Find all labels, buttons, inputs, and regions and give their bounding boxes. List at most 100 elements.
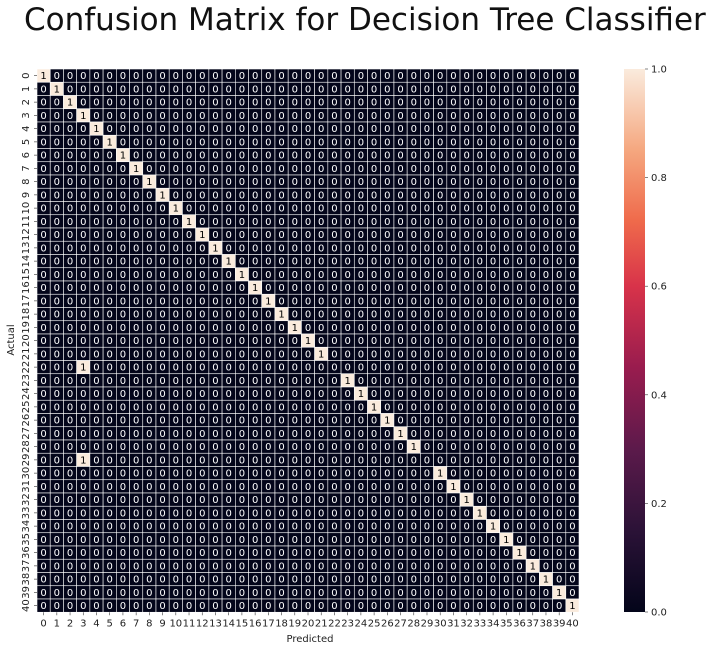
cell-value-label: 0 [199,495,205,506]
cell-value-label: 0 [318,230,324,241]
cell-value-label: 0 [503,482,509,493]
cell-value-label: 0 [516,84,522,95]
cell-value-label: 0 [199,243,205,254]
cell-value-label: 0 [54,389,60,400]
y-tick-label: 4 [21,125,32,131]
cell-value-label: 0 [569,124,575,135]
cell-value-label: 0 [146,429,152,440]
cell-value-label: 0 [463,310,469,321]
cell-value-label: 0 [107,124,113,135]
cell-value-label: 0 [278,243,284,254]
cell-value-label: 0 [107,270,113,281]
cell-value-label: 0 [212,177,218,188]
cell-value-label: 0 [212,482,218,493]
cell-value-label: 0 [146,217,152,228]
cell-value-label: 0 [305,164,311,175]
cell-value-label: 0 [186,283,192,294]
cell-value-label: 0 [477,270,483,281]
cell-value-label: 0 [186,257,192,268]
x-tick-label: 0 [40,618,46,629]
cell-value-label: 0 [556,442,562,453]
cell-value-label: 0 [411,482,417,493]
cell-value-label: 0 [292,561,298,572]
cell-value-label: 0 [318,177,324,188]
cell-value-label: 0 [107,508,113,519]
cell-value-label: 0 [239,164,245,175]
cell-value-label: 0 [516,310,522,321]
cell-value-label: 0 [93,98,99,109]
cell-value-label: 0 [344,230,350,241]
cell-value-label: 0 [543,71,549,82]
cell-value-label: 0 [516,111,522,122]
cell-value-label: 0 [424,363,430,374]
cell-value-label: 0 [556,243,562,254]
cell-value-label: 0 [54,323,60,334]
cell-value-label: 0 [384,336,390,347]
cell-value-label: 0 [80,482,86,493]
cell-value-label: 0 [80,442,86,453]
cell-value-label: 0 [358,575,364,586]
cell-value-label: 0 [212,402,218,413]
cell-value-label: 1 [93,124,99,135]
cell-value-label: 0 [411,495,417,506]
cell-value-label: 0 [292,522,298,533]
cell-value-label: 0 [226,137,232,148]
cell-value-label: 0 [226,455,232,466]
cell-value-label: 0 [212,548,218,559]
cell-value-label: 0 [411,588,417,599]
cell-value-label: 0 [490,588,496,599]
cell-value-label: 0 [67,548,73,559]
cell-value-label: 0 [212,588,218,599]
cell-value-label: 0 [530,442,536,453]
cell-value-label: 0 [530,177,536,188]
cell-value-label: 0 [358,561,364,572]
cell-value-label: 0 [371,71,377,82]
cell-value-label: 0 [556,296,562,307]
cell-value-label: 0 [569,455,575,466]
cell-value-label: 0 [278,495,284,506]
cell-value-label: 0 [120,190,126,201]
cell-value-label: 0 [305,508,311,519]
cell-value-label: 0 [54,535,60,546]
cell-value-label: 0 [503,561,509,572]
cell-value-label: 0 [437,575,443,586]
cell-value-label: 0 [358,243,364,254]
cell-value-label: 0 [80,243,86,254]
cell-value-label: 0 [411,548,417,559]
cell-value-label: 0 [292,575,298,586]
cell-value-label: 0 [371,296,377,307]
cell-value-label: 0 [252,124,258,135]
cell-value-label: 0 [93,522,99,533]
cell-value-label: 0 [556,349,562,360]
cell-value-label: 0 [371,508,377,519]
cell-value-label: 0 [67,442,73,453]
cell-value-label: 0 [530,535,536,546]
cell-value-label: 0 [556,336,562,347]
cell-value-label: 0 [67,230,73,241]
cell-value-label: 0 [199,124,205,135]
cell-value-label: 0 [450,177,456,188]
cell-value-label: 0 [543,402,549,413]
cell-value-label: 0 [397,230,403,241]
cell-value-label: 0 [226,151,232,162]
cell-value-label: 0 [212,323,218,334]
cell-value-label: 0 [146,508,152,519]
cell-value-label: 0 [133,442,139,453]
cell-value-label: 0 [503,588,509,599]
cell-value-label: 0 [411,84,417,95]
cell-value-label: 0 [199,177,205,188]
cell-value-label: 0 [159,363,165,374]
cell-value-label: 0 [424,416,430,427]
cell-value-label: 0 [80,84,86,95]
cell-value-label: 0 [305,455,311,466]
cell-value-label: 0 [305,257,311,268]
cell-value-label: 0 [252,535,258,546]
cell-value-label: 0 [463,124,469,135]
cell-value-label: 0 [318,111,324,122]
cell-value-label: 0 [93,336,99,347]
cell-value-label: 0 [212,98,218,109]
cell-value-label: 0 [331,257,337,268]
cell-value-label: 1 [490,522,496,533]
cell-value-label: 0 [397,588,403,599]
cell-value-label: 0 [437,84,443,95]
